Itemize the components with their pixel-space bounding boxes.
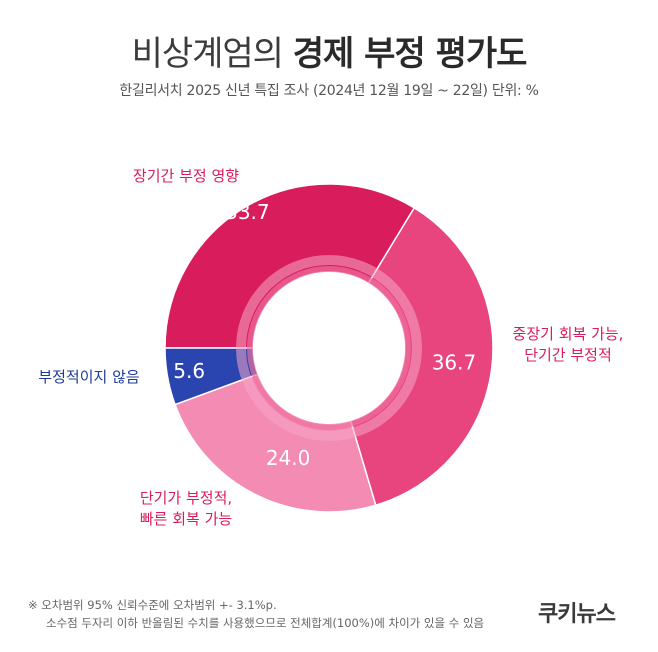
category-label-line: 빠른 회복 가능 xyxy=(140,510,233,528)
chart-subtitle: 한길리서치 2025 신년 특집 조사 (2024년 12월 19일 ~ 22일… xyxy=(119,83,539,99)
footnote: ※ 오차범위 95% 신뢰수준에 오차범위 +- 3.1%p. 소수점 두자리 … xyxy=(28,596,484,632)
category-label-3: 부정적이지 않음 xyxy=(38,368,139,386)
inner-ring xyxy=(247,266,411,430)
chart-title: 비상계엄의 경제 부정 평가도 xyxy=(0,26,658,75)
category-label-line: 장기간 부정 영향 xyxy=(133,167,239,185)
title-bold: 경제 부정 평가도 xyxy=(292,34,528,74)
category-label-line: 부정적이지 않음 xyxy=(38,368,139,386)
publisher-logo: 쿠키뉴스 xyxy=(538,602,616,627)
value-label-3: 5.6 xyxy=(173,359,205,383)
footnote-line-2: 소수점 두자리 이하 반올림된 수치를 사용했으므로 전체합계(100%)에 차… xyxy=(46,616,485,630)
category-label-line: 단기가 부정적, xyxy=(140,489,232,507)
footnote-line-1: ※ 오차범위 95% 신뢰수준에 오차범위 +- 3.1%p. xyxy=(28,598,277,612)
category-label-1: 중장기 회복 가능, 단기간 부정적 xyxy=(513,325,624,364)
category-label-line: 단기간 부정적 xyxy=(524,346,612,364)
value-label-2: 24.0 xyxy=(266,446,311,470)
inner-ring-outer xyxy=(236,255,422,441)
category-label-2: 단기가 부정적, 빠른 회복 가능 xyxy=(140,489,233,528)
category-label-0: 장기간 부정 영향 xyxy=(133,167,239,185)
category-label-line: 중장기 회복 가능, xyxy=(513,325,624,343)
value-label-0: 33.7 xyxy=(225,200,270,224)
title-light: 비상계엄의 xyxy=(131,34,284,74)
value-label-1: 36.7 xyxy=(432,351,477,375)
donut-hole xyxy=(253,272,405,424)
